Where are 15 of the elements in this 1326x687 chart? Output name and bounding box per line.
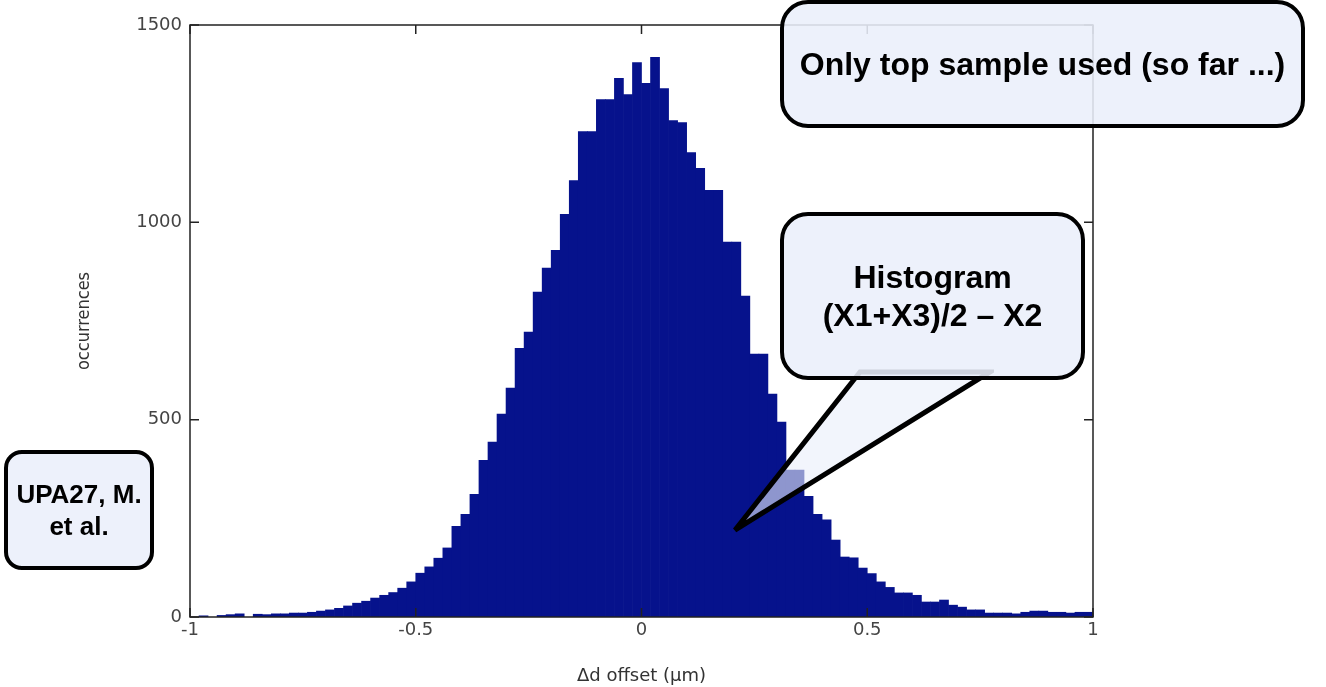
speech-bubble: Only top sample used (so far ...) (780, 0, 1305, 128)
x-axis-title: Δd offset (μm) (576, 663, 707, 685)
annotation: Histogram (X1+X3)/2 – X2 (780, 212, 1085, 380)
x-tick-label: 0.5 (852, 618, 882, 640)
x-tick-label: 1 (1087, 618, 1099, 640)
y-axis-title: occurrences (72, 271, 94, 371)
x-tick-label: -0.5 (398, 618, 434, 640)
y-tick-label: 1000 (136, 210, 182, 232)
y-tick-label: 1500 (136, 12, 182, 34)
y-tick-label: 0 (170, 604, 182, 626)
speech-bubble: UPA27, M. et al. (4, 450, 154, 570)
y-tick-label: 500 (147, 407, 182, 429)
speech-bubble: Histogram (X1+X3)/2 – X2 (730, 212, 1085, 534)
x-tick-label: -1 (181, 618, 199, 640)
x-tick-label: 0 (635, 618, 648, 640)
